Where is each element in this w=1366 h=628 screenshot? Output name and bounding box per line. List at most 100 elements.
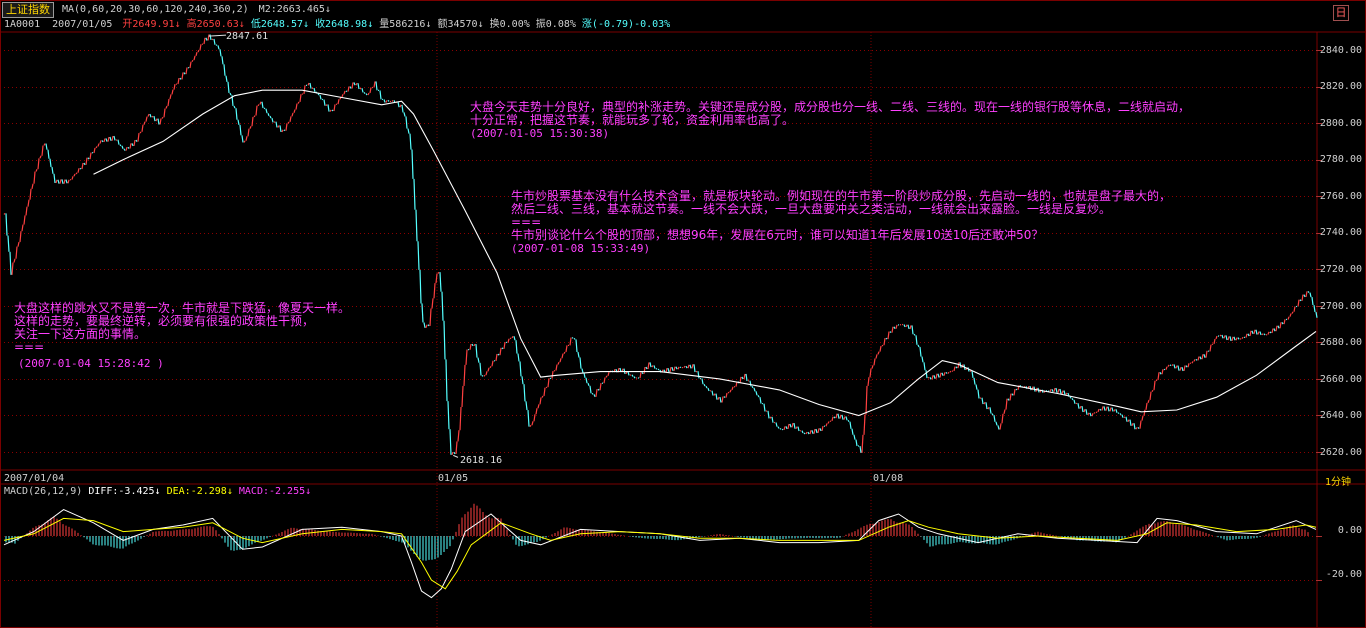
price-segment [561, 353, 564, 359]
price-segment [387, 99, 390, 102]
price-segment [943, 372, 946, 376]
price-segment [191, 59, 194, 63]
price-segment [1139, 420, 1142, 429]
price-segment [87, 157, 90, 160]
price-segment [1307, 290, 1310, 293]
price-segment [345, 90, 348, 93]
note-line: 关注一下这方面的事情。 [14, 327, 147, 341]
price-segment [1161, 369, 1164, 375]
price-segment [691, 364, 694, 369]
price-segment [605, 375, 608, 378]
price-segment [837, 413, 840, 419]
price-segment [833, 416, 836, 419]
price-segment [479, 362, 482, 376]
price-segment [1303, 294, 1306, 298]
price-segment [413, 178, 416, 210]
price-segment [941, 372, 944, 376]
price-segment [701, 378, 704, 385]
price-segment [213, 38, 216, 45]
price-segment [451, 451, 454, 456]
price-segment [885, 337, 888, 340]
price-segment [229, 92, 232, 96]
price-tick: 2620.00 [1319, 447, 1362, 458]
note-2007-01-04: 大盘这样的跳水又不是第一次，牛市就是下跌猛，像夏天一样。 这样的走势，要最终逆转… [14, 302, 350, 371]
price-segment [417, 241, 420, 270]
price-segment [1011, 393, 1014, 396]
price-segment [433, 283, 436, 299]
price-segment [199, 44, 202, 51]
price-segment [723, 396, 726, 398]
price-segment [1245, 333, 1248, 338]
price-segment [1249, 330, 1252, 337]
price-segment [1255, 329, 1258, 335]
price-segment [1269, 331, 1272, 334]
price-segment [215, 44, 218, 46]
open-label: 开2649.91 [122, 19, 175, 30]
price-segment [887, 331, 890, 340]
price-segment [297, 101, 300, 104]
price-segment [1231, 336, 1234, 341]
price-segment [341, 94, 344, 98]
price-segment [51, 166, 54, 174]
price-segment [465, 349, 468, 365]
day-period-icon[interactable]: 日 [1333, 5, 1349, 21]
price-segment [1093, 412, 1096, 414]
high-arrow: ↓ [238, 19, 245, 30]
price-segment [485, 371, 488, 376]
price-segment [251, 116, 254, 127]
price-segment [427, 324, 430, 327]
price-segment [27, 199, 30, 207]
price-segment [443, 320, 446, 360]
price-segment [1079, 405, 1082, 409]
price-segment [171, 89, 174, 95]
close-label: 收2648.98 [315, 19, 368, 30]
price-segment [289, 116, 292, 123]
price-segment [1221, 334, 1224, 339]
price-segment [153, 116, 156, 122]
price-segment [1281, 322, 1284, 325]
price-segment [73, 173, 76, 177]
price-segment [239, 124, 242, 136]
price-segment [657, 368, 660, 371]
price-segment [741, 376, 744, 380]
price-segment [693, 364, 696, 373]
price-segment [99, 140, 102, 144]
price-segment [53, 173, 56, 184]
price-segment [777, 426, 780, 429]
price-segment [573, 337, 576, 340]
price-tick: 2840.00 [1319, 45, 1362, 56]
price-segment [385, 100, 388, 103]
price-segment [851, 428, 854, 435]
price-segment [1061, 390, 1064, 395]
price-segment [145, 116, 148, 122]
price-segment [563, 351, 566, 354]
price-segment [107, 136, 110, 142]
price-segment [1077, 403, 1080, 409]
price-segment [41, 145, 44, 156]
price-segment [1113, 409, 1116, 412]
price-segment [369, 87, 372, 94]
price-segment [1315, 311, 1318, 318]
price-segment [119, 144, 122, 147]
price-segment [13, 258, 16, 263]
price-segment [1197, 356, 1200, 361]
price-segment [1073, 399, 1076, 404]
price-segment [673, 366, 676, 371]
price-segment [1247, 333, 1250, 337]
price-segment [703, 383, 706, 387]
price-segment [1133, 423, 1136, 430]
price-segment [47, 149, 50, 159]
price-segment [263, 107, 266, 110]
price-segment [793, 422, 796, 429]
price-segment [1065, 392, 1068, 395]
price-segment [117, 139, 120, 145]
price-segment [173, 84, 176, 90]
price-segment [81, 162, 84, 170]
price-segment [925, 370, 928, 379]
note-line: === [511, 215, 542, 229]
period-label[interactable]: 1分钟 [1325, 477, 1352, 488]
price-segment [7, 235, 10, 252]
macd-arrow: ↓ [305, 486, 312, 497]
index-name[interactable]: 上证指数 [2, 2, 54, 18]
m2-label: M2:2663.465 [258, 4, 325, 15]
